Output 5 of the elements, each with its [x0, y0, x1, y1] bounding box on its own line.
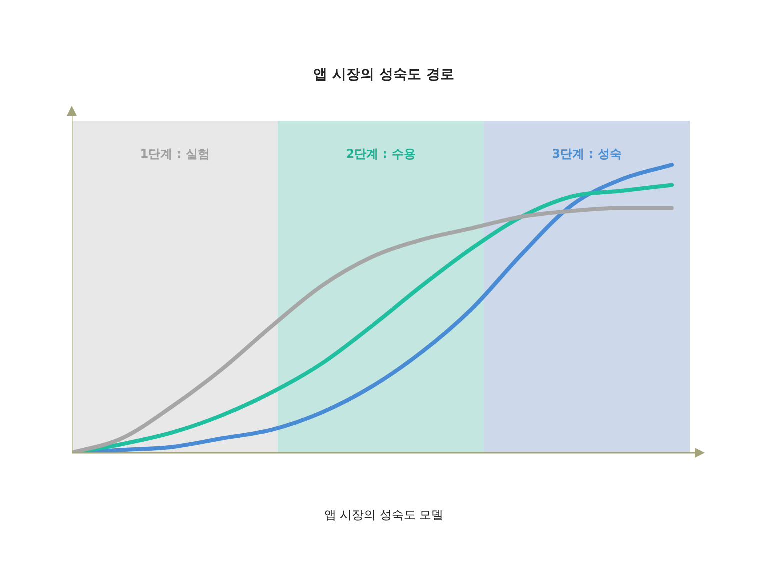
text: 3단계 : 성숙	[552, 147, 622, 162]
text: 앱 시장의 성숙도 모델	[323, 507, 445, 524]
text: 2단계 : 수용	[346, 147, 416, 162]
chart-title: 앱 시장의 성숙도 경로	[312, 66, 456, 85]
text: 1단계 : 실험	[140, 147, 210, 162]
